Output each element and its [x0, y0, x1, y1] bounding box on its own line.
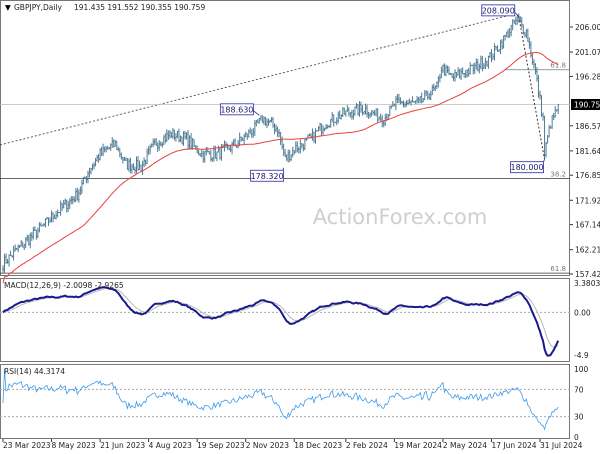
- x-tick-label: 2 Feb 2024: [346, 441, 388, 450]
- y-tick-label: 176.855: [575, 171, 600, 180]
- macd-line: [2, 286, 560, 357]
- annotation-box: [219, 103, 254, 116]
- x-tick-label: 18 Dec 2023: [294, 441, 342, 450]
- rsi-tick-label: 100: [574, 365, 589, 374]
- x-tick-label: 31 Jul 2024: [540, 441, 583, 450]
- moving-average-line: [2, 52, 559, 284]
- rsi-tick-label: 0: [574, 433, 579, 442]
- rsi-panel: [0, 364, 570, 439]
- y-tick-label: 171.925: [575, 196, 600, 205]
- y-tick-label: 196.285: [575, 72, 600, 81]
- macd-tick-label: 3.3803: [574, 279, 600, 288]
- y-tick-label: 162.210: [575, 246, 600, 255]
- macd-signal-line: [2, 287, 559, 348]
- macd-tick-label: -4.9: [574, 351, 589, 360]
- x-tick-label: 4 Aug 2023: [149, 441, 192, 450]
- ohlc-values: 191.435 191.552 190.355 190.759: [74, 3, 205, 12]
- y-tick-label: 201.070: [575, 48, 600, 57]
- fib-label: 38.2: [550, 171, 566, 179]
- y-tick-label: 206.000: [575, 23, 600, 32]
- x-tick-label: 8 May 2023: [52, 441, 96, 450]
- x-tick-label: 19 Sep 2023: [197, 441, 245, 450]
- x-tick-label: 2 Nov 2023: [246, 441, 289, 450]
- symbol-arrow-icon[interactable]: ▼: [5, 3, 11, 12]
- macd-tick-label: 0.00: [574, 308, 591, 317]
- fib-label: 61.8: [550, 265, 566, 273]
- rsi-line: [2, 368, 559, 431]
- ohlc-bar: [557, 104, 560, 114]
- annotation-box: [250, 169, 285, 182]
- macd-title: MACD(12,26,9) -2.0098 -2.9265: [4, 281, 124, 290]
- rsi-title: RSI(14) 44.3174: [4, 367, 65, 376]
- x-tick-label: 21 Jun 2023: [100, 441, 145, 450]
- fib-label: 61.8: [550, 62, 566, 70]
- current-price-box: [571, 98, 600, 110]
- zigzag-line: [518, 16, 546, 160]
- y-tick-label: 167.140: [575, 221, 600, 230]
- price-panel: [0, 0, 570, 276]
- x-tick-label: 23 Mar 2023: [3, 441, 51, 450]
- x-tick-label: 19 Mar 2024: [394, 441, 442, 450]
- y-tick-label: 181.640: [575, 147, 600, 156]
- annotation-box: [510, 161, 544, 174]
- annotation-label: 180.000: [511, 163, 544, 172]
- rsi-tick-label: 30: [574, 413, 584, 422]
- x-tick-label: 2 May 2024: [443, 441, 487, 450]
- watermark: ActionForex.com: [313, 205, 488, 229]
- y-tick-label: 186.570: [575, 122, 600, 131]
- annotation-label: 188.630: [220, 105, 253, 114]
- symbol-title: GBPJPY,Daily: [14, 3, 63, 12]
- x-tick-label: 17 Jun 2024: [491, 441, 536, 450]
- annotation-label: 208.090: [482, 6, 515, 15]
- y-tick-label: 157.425: [575, 270, 600, 279]
- current-price-label: 190.759: [574, 100, 600, 109]
- annotation-label: 178.320: [251, 172, 284, 181]
- rsi-tick-label: 70: [574, 385, 584, 394]
- annotation-box: [481, 4, 516, 17]
